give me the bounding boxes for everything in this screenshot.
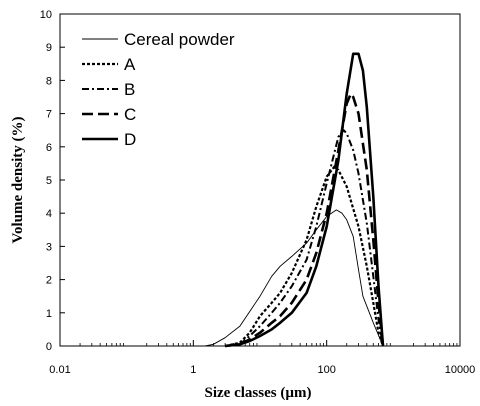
series-line-c bbox=[224, 92, 385, 348]
series-layer bbox=[193, 52, 385, 348]
y-tick-label: 5 bbox=[46, 175, 52, 187]
y-tick-label: 2 bbox=[46, 275, 52, 287]
series-line-d bbox=[224, 52, 385, 348]
y-tick-label: 3 bbox=[46, 241, 52, 253]
series-line-cereal-powder bbox=[193, 209, 384, 347]
series-line-a bbox=[224, 165, 385, 348]
x-tick-label: 10000 bbox=[445, 364, 476, 376]
y-tick-label: 4 bbox=[46, 208, 52, 220]
legend-label: A bbox=[124, 55, 136, 74]
plot-frame bbox=[59, 13, 461, 347]
y-tick-label: 7 bbox=[46, 109, 52, 121]
tick-layer: 0 1 2 3 4 5 6 7 8 9 10 0.01 1 100 10000 bbox=[40, 9, 476, 376]
legend-label: Cereal powder bbox=[124, 30, 235, 49]
y-tick-label: 9 bbox=[46, 42, 52, 54]
y-tick-label: 8 bbox=[46, 75, 52, 87]
x-axis-title: Size classes (µm) bbox=[205, 385, 312, 401]
y-tick-label: 1 bbox=[46, 308, 52, 320]
y-tick-label: 6 bbox=[46, 142, 52, 154]
y-axis-title: Volume density (%) bbox=[10, 117, 26, 244]
legend-label: D bbox=[124, 130, 136, 149]
series-line-b bbox=[224, 129, 384, 347]
x-tick-label: 100 bbox=[317, 364, 335, 376]
y-tick-label: 0 bbox=[46, 341, 52, 353]
legend-label: C bbox=[124, 105, 136, 124]
legend-label: B bbox=[124, 80, 135, 99]
y-tick-label: 10 bbox=[40, 9, 52, 21]
x-tick-label: 1 bbox=[190, 364, 196, 376]
x-tick-label: 0.01 bbox=[49, 364, 70, 376]
